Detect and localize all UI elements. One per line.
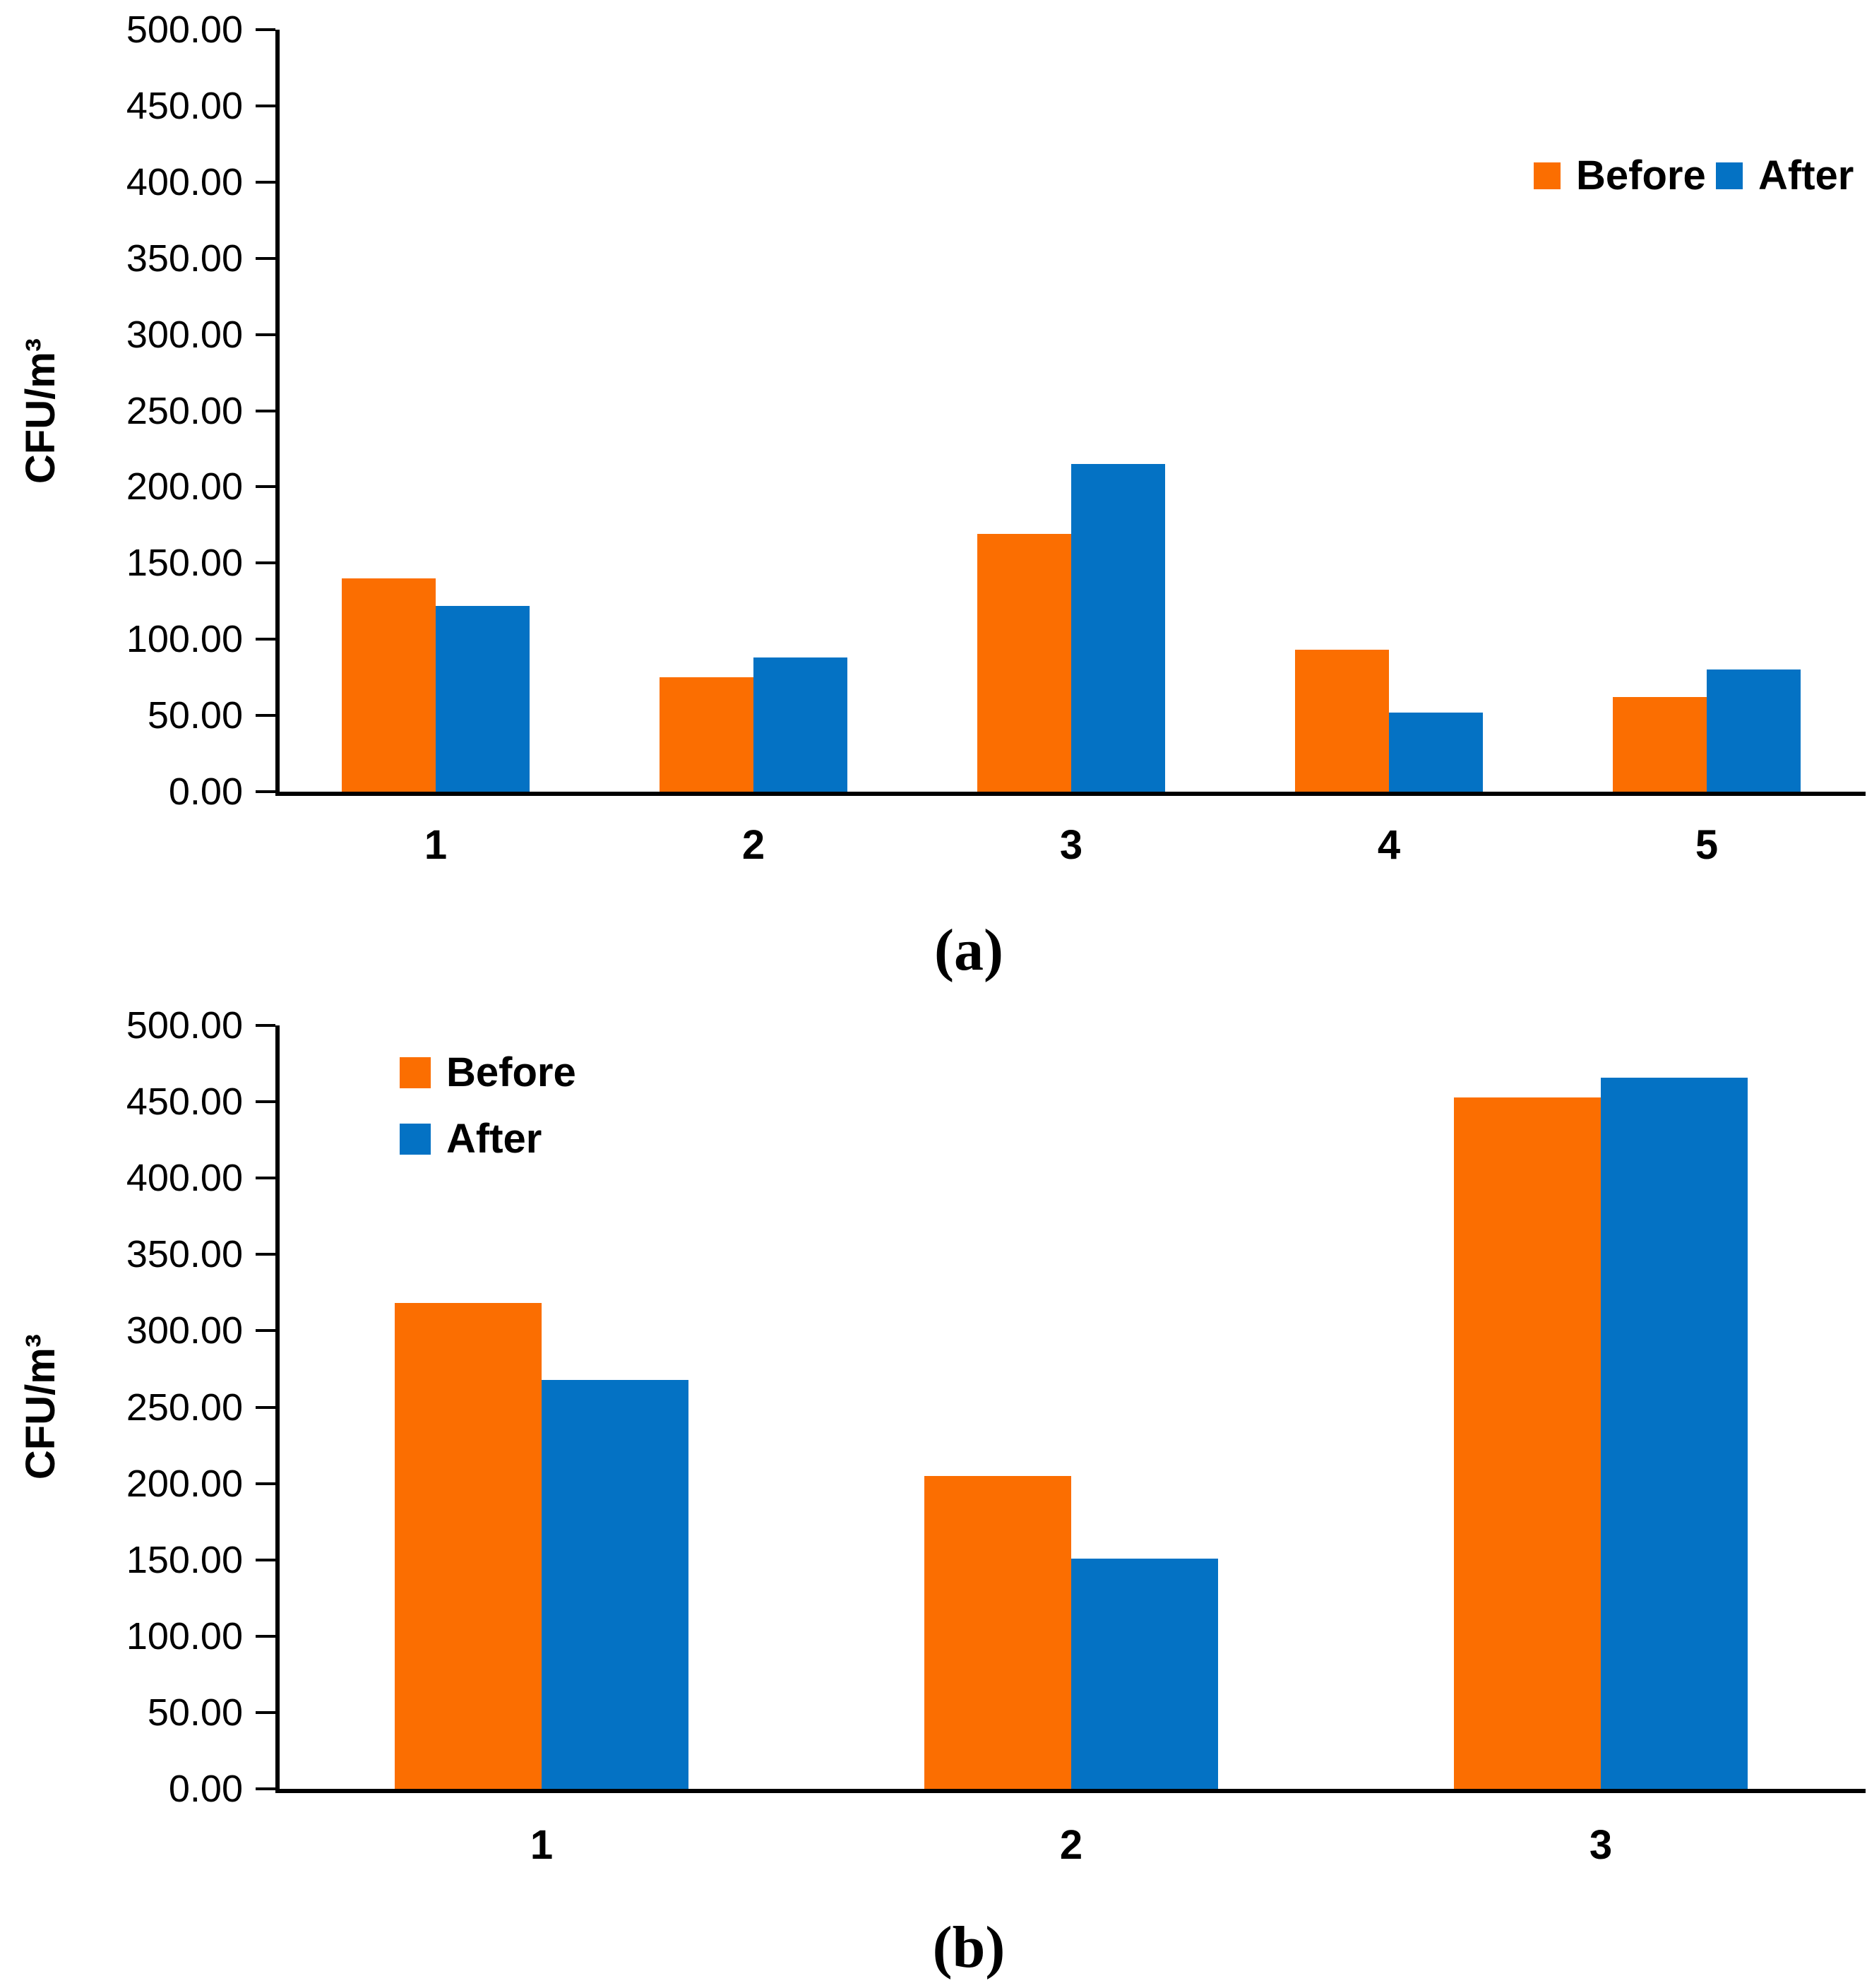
legend-swatch-after-icon xyxy=(400,1124,431,1155)
y-tick-label: 0.00 xyxy=(168,1768,243,1810)
bar-after-5 xyxy=(1707,669,1801,792)
category-label-5: 5 xyxy=(1695,822,1719,868)
legend-item-after-a: After xyxy=(1716,155,1854,196)
y-tick xyxy=(256,1024,275,1027)
y-tick-label: 250.00 xyxy=(126,1386,243,1429)
bar-after-3 xyxy=(1071,464,1165,792)
y-tick xyxy=(256,28,275,31)
bar-after-2 xyxy=(1071,1558,1218,1789)
y-tick xyxy=(256,638,275,641)
y-tick xyxy=(256,333,275,336)
y-tick xyxy=(256,180,275,184)
bar-before-2 xyxy=(660,677,753,792)
y-tick-label: 200.00 xyxy=(126,1462,243,1505)
bar-before-5 xyxy=(1613,697,1707,792)
legend-swatch-after-icon xyxy=(1716,162,1743,189)
legend-label-after: After xyxy=(1758,153,1854,198)
y-tick-label: 300.00 xyxy=(126,313,243,356)
y-tick xyxy=(256,714,275,718)
y-tick-label: 300.00 xyxy=(126,1309,243,1352)
y-tick xyxy=(256,1405,275,1409)
y-tick xyxy=(256,1482,275,1485)
y-tick xyxy=(256,256,275,260)
y-tick-label: 200.00 xyxy=(126,465,243,508)
bar-before-2 xyxy=(924,1475,1071,1789)
legend-swatch-before-icon xyxy=(1534,162,1561,189)
legend-item-after-b: After xyxy=(400,1119,542,1160)
y-tick xyxy=(256,1177,275,1180)
y-tick-label: 100.00 xyxy=(126,618,243,661)
bar-before-1 xyxy=(395,1303,542,1789)
bar-after-1 xyxy=(542,1379,688,1789)
y-tick-label: 150.00 xyxy=(126,1538,243,1581)
bar-after-4 xyxy=(1389,712,1483,792)
y-tick xyxy=(256,1329,275,1333)
y-tick-label: 50.00 xyxy=(147,1691,243,1734)
y-axis-b xyxy=(275,1025,280,1793)
y-tick-label: 100.00 xyxy=(126,1614,243,1657)
y-axis-a xyxy=(275,30,280,796)
bar-after-1 xyxy=(436,605,530,792)
y-axis-title-a: CFU/m³ xyxy=(18,338,64,484)
y-tick-label: 450.00 xyxy=(126,1081,243,1124)
legend-label-before: Before xyxy=(446,1049,576,1095)
legend-swatch-before-icon xyxy=(400,1057,431,1088)
bar-before-4 xyxy=(1295,650,1389,792)
y-tick-label: 500.00 xyxy=(126,1004,243,1047)
bar-after-3 xyxy=(1601,1077,1748,1789)
y-tick-label: 150.00 xyxy=(126,542,243,585)
category-label-3: 3 xyxy=(1589,1822,1613,1868)
legend-item-before-a: Before xyxy=(1534,155,1706,196)
x-axis-b xyxy=(275,1789,1866,1793)
y-tick-label: 0.00 xyxy=(168,770,243,813)
y-tick-label: 250.00 xyxy=(126,389,243,432)
y-tick xyxy=(256,790,275,793)
x-axis-a xyxy=(275,792,1866,796)
category-label-2: 2 xyxy=(741,822,765,868)
y-tick xyxy=(256,1100,275,1104)
y-tick-label: 50.00 xyxy=(147,694,243,737)
y-tick xyxy=(256,1558,275,1561)
y-tick xyxy=(256,1253,275,1256)
y-tick-label: 400.00 xyxy=(126,160,243,203)
category-label-1: 1 xyxy=(424,822,448,868)
y-tick-label: 500.00 xyxy=(126,8,243,51)
legend-item-before-b: Before xyxy=(400,1052,576,1093)
y-tick xyxy=(256,1787,275,1790)
caption-b: (b) xyxy=(932,1915,1006,1980)
y-tick xyxy=(256,485,275,489)
category-label-1: 1 xyxy=(530,1822,554,1868)
bar-before-3 xyxy=(1454,1097,1601,1789)
bar-after-2 xyxy=(753,657,847,792)
y-tick-label: 350.00 xyxy=(126,237,243,280)
legend-label-after: After xyxy=(446,1116,542,1162)
y-tick xyxy=(256,1710,275,1714)
bar-before-1 xyxy=(342,578,436,792)
y-tick-label: 350.00 xyxy=(126,1233,243,1276)
bar-before-3 xyxy=(977,534,1071,792)
y-axis-title-b: CFU/m³ xyxy=(18,1333,64,1480)
category-label-2: 2 xyxy=(1059,1822,1083,1868)
caption-a: (a) xyxy=(934,917,1003,983)
legend-label-before: Before xyxy=(1576,153,1706,198)
y-tick xyxy=(256,104,275,107)
category-label-4: 4 xyxy=(1377,822,1401,868)
y-tick-label: 450.00 xyxy=(126,84,243,127)
category-label-3: 3 xyxy=(1059,822,1083,868)
y-tick-label: 400.00 xyxy=(126,1157,243,1200)
y-tick xyxy=(256,561,275,565)
y-tick xyxy=(256,1634,275,1638)
y-tick xyxy=(256,409,275,412)
